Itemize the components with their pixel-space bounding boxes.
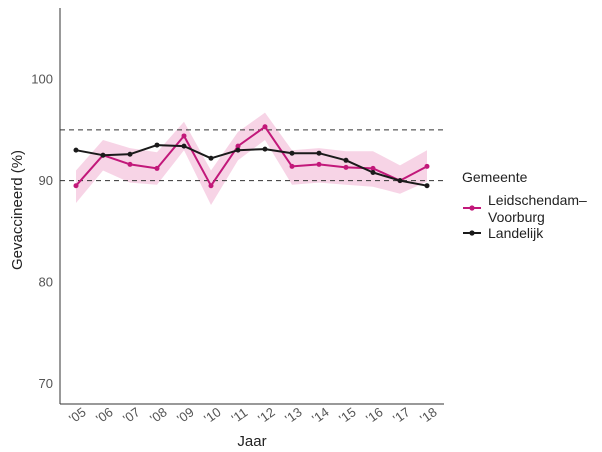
data-point-landelijk [100, 152, 106, 158]
x-tick-label: '06 [93, 404, 115, 426]
y-tick-label: 100 [31, 72, 53, 87]
confidence-bands [76, 112, 427, 205]
data-point-landelijk [289, 150, 295, 156]
data-point-leidschendam [208, 183, 214, 189]
y-tick-label: 70 [39, 376, 53, 391]
data-point-leidschendam [316, 161, 322, 167]
legend-key-point-landelijk [469, 230, 475, 236]
data-point-landelijk [316, 150, 322, 156]
y-tick-label: 80 [39, 275, 53, 290]
x-tick-label: '15 [336, 404, 358, 426]
x-tick-label: '14 [309, 404, 331, 426]
legend-label-landelijk: Landelijk [488, 225, 544, 241]
data-point-landelijk [127, 151, 133, 157]
series-line-leidschendam [75, 125, 428, 187]
data-point-landelijk [208, 155, 214, 161]
y-tick-label: 90 [39, 173, 53, 188]
legend-key-point-leidschendam [469, 205, 475, 211]
x-tick-label: '13 [282, 404, 304, 426]
reference-lines [60, 129, 444, 182]
x-tick-label: '07 [120, 404, 142, 426]
data-point-landelijk [235, 147, 241, 153]
legend-label-leidschendam: Leidschendam– Voorburg [488, 192, 591, 225]
data-point-leidschendam [73, 183, 79, 189]
legend-label-line-2: Voorburg [488, 209, 545, 225]
x-tick-label: '05 [66, 404, 88, 426]
data-point-leidschendam [424, 163, 430, 169]
x-tick-labels: '05'06'07'08'09'10 '11'12'13'14'15'16'17 '… [66, 404, 439, 426]
y-tick-labels: 70 80 90 100 [31, 72, 53, 392]
data-point-landelijk [73, 147, 79, 153]
data-point-leidschendam [262, 124, 268, 130]
axes [59, 8, 444, 405]
x-tick-label: '16 [363, 404, 385, 426]
data-point-landelijk [262, 146, 268, 152]
legend: Gemeente Leidschendam– Voorburg Landelij… [462, 169, 591, 241]
data-point-landelijk [343, 157, 349, 163]
data-point-landelijk [370, 169, 376, 175]
y-axis-title: Gevaccineerd (%) [9, 150, 26, 270]
data-series [73, 124, 430, 189]
data-point-landelijk [397, 178, 403, 184]
x-tick-label: '12 [255, 404, 277, 426]
legend-label-line-1: Leidschendam– [488, 192, 587, 208]
x-tick-label: '18 [417, 404, 439, 426]
series-line-landelijk [75, 144, 428, 187]
x-tick-label: '10 [201, 404, 223, 426]
data-point-leidschendam [343, 164, 349, 170]
data-point-leidschendam [154, 165, 160, 171]
x-tick-label: '08 [147, 404, 169, 426]
data-point-landelijk [424, 183, 430, 189]
x-tick-label: '17 [390, 404, 412, 426]
data-point-leidschendam [289, 163, 295, 169]
data-point-leidschendam [370, 165, 376, 171]
x-axis-title: Jaar [237, 433, 266, 450]
data-point-landelijk [154, 142, 160, 148]
data-point-landelijk [181, 143, 187, 149]
confidence-band-leidschendam [76, 112, 427, 205]
legend-title: Gemeente [462, 169, 528, 185]
data-point-leidschendam [235, 143, 241, 149]
data-point-leidschendam [127, 161, 133, 167]
x-tick-label: '11 [229, 405, 251, 426]
data-point-leidschendam [181, 133, 187, 139]
x-tick-label: '09 [174, 404, 196, 426]
